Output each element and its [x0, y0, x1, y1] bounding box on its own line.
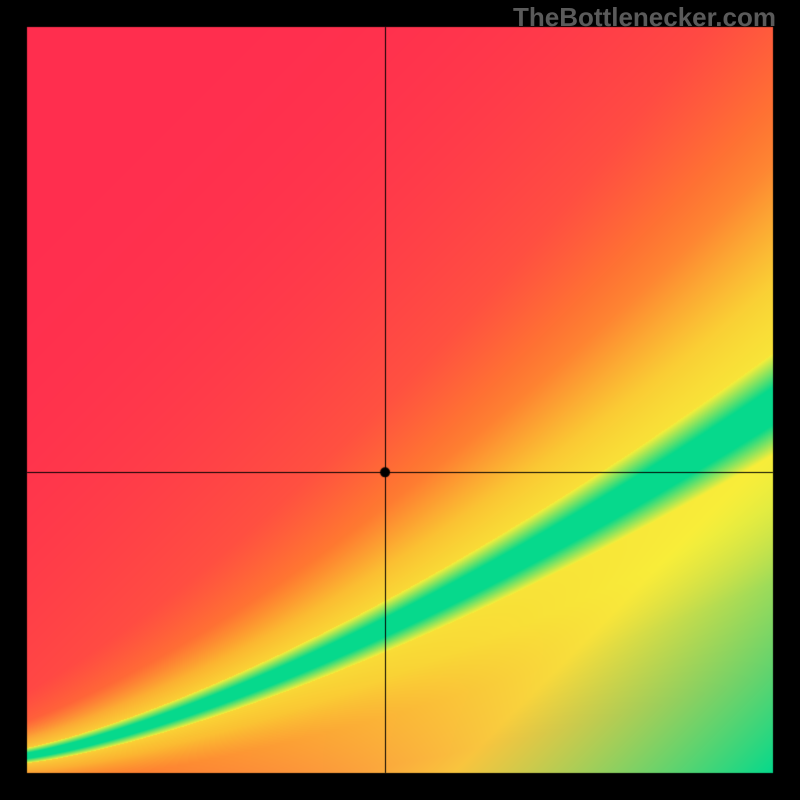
watermark-text: TheBottlenecker.com — [513, 2, 776, 33]
chart-container: { "canvas": { "width": 800, "height": 80… — [0, 0, 800, 800]
crosshair-overlay — [0, 0, 800, 800]
